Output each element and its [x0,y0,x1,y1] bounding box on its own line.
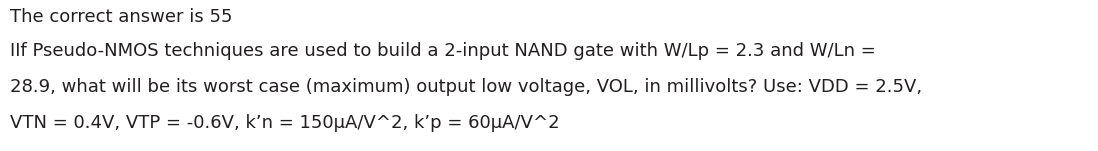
Text: IIf Pseudo-NMOS techniques are used to build a 2-input NAND gate with W/Lp = 2.3: IIf Pseudo-NMOS techniques are used to b… [10,42,876,60]
Text: VTN = 0.4V, VTP = -0.6V, k’n = 150μA/V^2, k’p = 60μA/V^2: VTN = 0.4V, VTP = -0.6V, k’n = 150μA/V^2… [10,114,560,132]
Text: 28.9, what will be its worst case (maximum) output low voltage, VOL, in millivol: 28.9, what will be its worst case (maxim… [10,78,922,96]
Text: The correct answer is 55: The correct answer is 55 [10,8,233,26]
